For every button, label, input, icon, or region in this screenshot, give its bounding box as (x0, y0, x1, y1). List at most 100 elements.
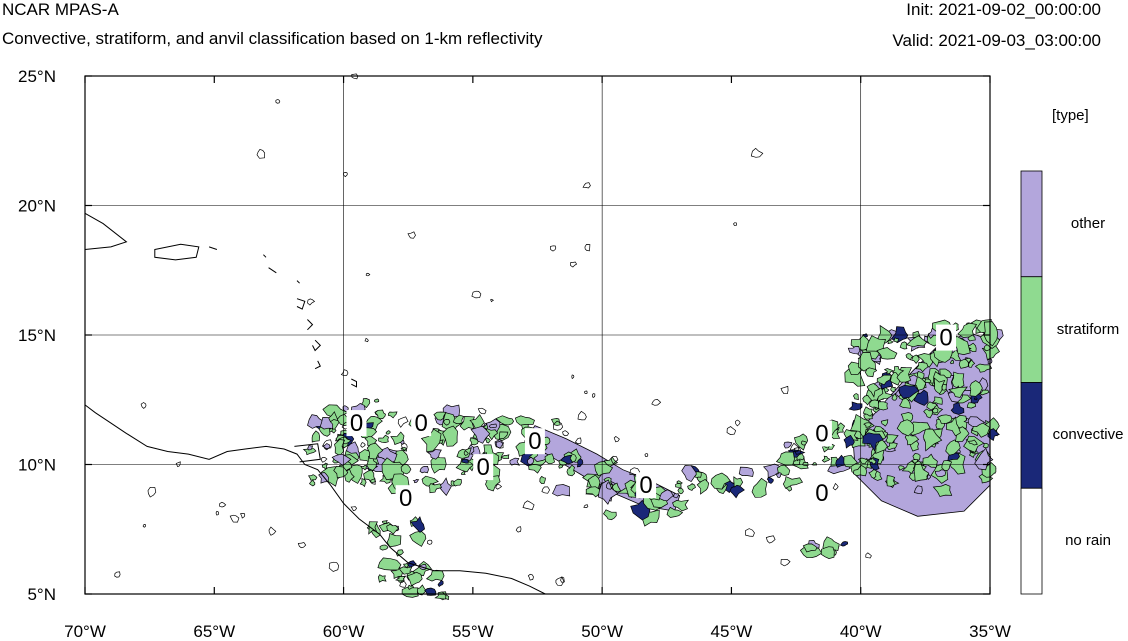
contour-label: 0 (399, 485, 412, 512)
y-tick-label: 10°N (18, 456, 56, 475)
x-tick-label: 35°W (969, 622, 1011, 641)
precip-cell (659, 489, 674, 502)
precip-cell (966, 402, 977, 409)
precip-cell (410, 516, 425, 533)
contour-label: 0 (815, 480, 828, 507)
precip-cell (672, 499, 690, 512)
precip-classification-field (114, 73, 1004, 601)
x-tick-label: 60°W (323, 622, 365, 641)
precip-cell (849, 413, 875, 440)
contour-speck (340, 369, 349, 377)
precip-cell (307, 444, 314, 451)
precip-cell (950, 402, 965, 415)
contour-label-bg (636, 472, 657, 499)
precip-cell (933, 377, 946, 395)
precip-cell (968, 359, 976, 368)
precip-cell (931, 396, 943, 405)
precip-cell (566, 464, 576, 477)
precip-cell (488, 423, 497, 429)
contour-speck (350, 506, 358, 512)
x-tick-label: 45°W (711, 622, 753, 641)
precip-cell (302, 447, 317, 456)
precip-cell (922, 453, 938, 468)
contour-speck (780, 385, 789, 395)
precip-cell (868, 456, 877, 465)
precip-cell (843, 434, 855, 449)
precip-cell (863, 422, 872, 428)
coastline-segment (268, 267, 277, 274)
init-time: Init: 2021-09-02_00:00:00 (906, 0, 1101, 19)
precip-cell (957, 322, 978, 338)
precip-cell (982, 442, 989, 449)
precip-cell (733, 476, 744, 488)
contour-speck (239, 513, 246, 519)
precip-cell (983, 321, 999, 347)
precip-cell (862, 394, 872, 406)
contour-speck (142, 524, 146, 528)
contour-speck (931, 407, 939, 414)
y-tick-label: 15°N (18, 326, 56, 345)
y-tick-label: 20°N (18, 197, 56, 216)
coastline-segment (84, 212, 128, 250)
precip-cell (322, 404, 349, 421)
precip-cell (893, 337, 899, 343)
precip-cell (866, 383, 880, 398)
contour-label: 0 (350, 410, 363, 437)
contour-speck (256, 148, 266, 159)
precip-cell (559, 454, 574, 465)
precip-cell (820, 546, 835, 559)
precip-cell (915, 362, 929, 373)
contour-speck (651, 399, 662, 406)
contour-labels: 0 0 0 0 0 0 0 0 0 (346, 324, 957, 512)
precip-cell (307, 414, 326, 429)
precip-cell (425, 569, 445, 582)
precip-cell (979, 389, 990, 396)
precip-cell (433, 411, 447, 421)
contour-speck (490, 298, 494, 303)
contour-speck (343, 172, 348, 178)
precip-cell (386, 523, 399, 535)
contour-speck (552, 420, 564, 431)
precip-cell (603, 509, 617, 521)
precip-cell (802, 461, 809, 466)
contour-speck (427, 539, 433, 545)
precip-cell (677, 487, 684, 495)
precip-cell (916, 370, 925, 380)
precip-cell (847, 346, 861, 355)
precip-cell (400, 463, 412, 475)
precip-cell (509, 457, 521, 466)
contour-speck (229, 514, 240, 523)
precip-cell (386, 533, 402, 548)
coastlines (84, 212, 546, 595)
precip-cell (912, 453, 921, 462)
precip-cell (360, 464, 368, 471)
contour-speck (307, 298, 316, 306)
contour-label-bg (473, 454, 494, 481)
precip-cell (470, 425, 491, 444)
contour-speck (495, 441, 504, 449)
contour-speck (610, 455, 619, 465)
x-tick-label: 65°W (193, 622, 235, 641)
precip-cell (442, 425, 458, 447)
contour-label-bg (936, 324, 957, 351)
precip-cell (334, 439, 346, 457)
contour-speck (560, 576, 565, 583)
precip-cell (862, 432, 884, 452)
precip-cell (374, 409, 386, 420)
contour-speck (555, 576, 565, 586)
precip-cell (401, 586, 419, 598)
precip-cell (906, 335, 928, 348)
contour-speck (750, 147, 764, 158)
map-subtitle: Convective, stratiform, and anvil classi… (2, 29, 543, 48)
precip-cell (485, 437, 491, 444)
precip-cell (379, 544, 389, 551)
legend-label-stratiform: stratiform (1056, 320, 1120, 338)
legend-title: [type] (1052, 107, 1089, 124)
precip-cell (318, 472, 329, 484)
contour-label: 0 (477, 454, 490, 481)
precip-cell (885, 434, 899, 444)
contour-speck (541, 486, 551, 494)
contour-speck (733, 222, 738, 227)
precip-cell (932, 484, 953, 497)
precip-cell (898, 465, 905, 471)
